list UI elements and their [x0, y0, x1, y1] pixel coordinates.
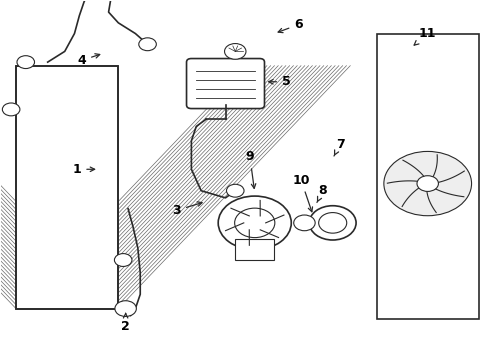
Bar	[235, 239, 274, 260]
Text: 9: 9	[245, 150, 256, 188]
Text: 3: 3	[172, 202, 202, 217]
Circle shape	[309, 206, 356, 240]
Circle shape	[235, 208, 275, 238]
Text: 11: 11	[414, 27, 437, 45]
Circle shape	[2, 103, 20, 116]
Circle shape	[294, 215, 315, 231]
Circle shape	[139, 38, 156, 51]
Circle shape	[17, 56, 34, 68]
Text: 1: 1	[73, 163, 95, 176]
Bar	[16, 66, 118, 309]
Text: 6: 6	[278, 18, 303, 33]
FancyBboxPatch shape	[187, 59, 265, 109]
Text: 8: 8	[317, 184, 327, 202]
Circle shape	[384, 152, 471, 216]
Bar	[16, 66, 118, 309]
Text: 10: 10	[292, 174, 313, 212]
Text: 4: 4	[77, 54, 100, 67]
Bar	[376, 33, 479, 319]
Circle shape	[417, 176, 439, 192]
Text: 7: 7	[334, 138, 344, 156]
Circle shape	[318, 212, 347, 233]
Circle shape	[224, 44, 246, 59]
Circle shape	[115, 301, 136, 316]
Circle shape	[115, 253, 132, 266]
Circle shape	[218, 196, 291, 249]
Text: 5: 5	[269, 75, 291, 88]
Circle shape	[226, 184, 244, 197]
Text: 2: 2	[121, 314, 130, 333]
